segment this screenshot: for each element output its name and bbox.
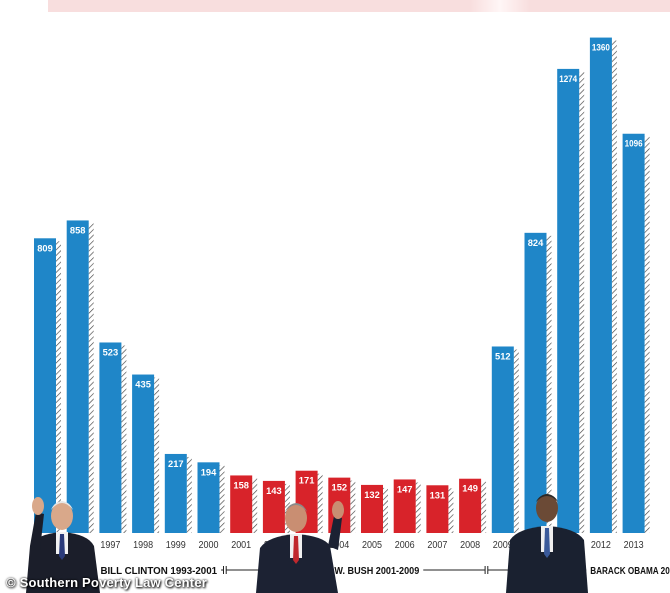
year-label-2008: 2008	[460, 540, 480, 551]
value-label-2006: 147	[397, 484, 413, 495]
bar-2005	[361, 484, 383, 533]
year-label-1997: 1997	[100, 540, 120, 551]
year-label-2001: 2001	[231, 540, 251, 551]
bar-1995	[34, 238, 56, 534]
bar-shadow-1997	[121, 345, 127, 533]
bar-2012	[589, 37, 612, 533]
bar-shadow-2012	[611, 40, 617, 533]
value-label-2000: 194	[201, 467, 217, 478]
bar-2013	[622, 133, 645, 533]
george-w-bush-photo	[256, 501, 344, 593]
year-label-1998: 1998	[133, 540, 153, 551]
value-label-2004: 152	[332, 483, 348, 494]
value-label-1995: 809	[37, 243, 53, 254]
bar-shadow-1998	[154, 377, 160, 533]
bar-shadow-1996	[88, 223, 94, 533]
bar-1998	[132, 374, 155, 533]
bar-shadow-2010	[546, 235, 552, 534]
top-banner-strip	[48, 0, 670, 12]
bill-clinton-photo	[26, 497, 100, 593]
value-label-1996: 858	[70, 225, 86, 236]
bar-shadow-2008	[481, 481, 487, 533]
value-label-2013: 1096	[625, 139, 643, 150]
bar-2002	[262, 480, 285, 533]
year-label-2012: 2012	[591, 540, 611, 551]
year-label-2004: 2004	[329, 540, 349, 551]
bar-shadow-1999	[186, 456, 192, 533]
value-label-2012: 1360	[592, 43, 610, 54]
bar-2011	[557, 68, 580, 534]
bar-shadow-2013	[644, 136, 650, 533]
year-label-1999: 1999	[166, 540, 186, 551]
era-label-bg-2	[586, 562, 670, 576]
year-label-2013: 2013	[624, 540, 644, 551]
bar-shadow-1995	[56, 241, 61, 534]
year-label-2009: 2009	[493, 540, 513, 551]
copyright-credit: © Southern Poverty Law Center	[6, 575, 208, 590]
bar-2007	[426, 485, 449, 533]
value-label-1998: 435	[135, 380, 151, 391]
year-label-2007: 2007	[427, 540, 447, 551]
bar-1996	[66, 220, 89, 533]
bar-2009	[491, 346, 514, 533]
year-label-2006: 2006	[395, 540, 415, 551]
value-label-2011: 1274	[559, 74, 578, 85]
value-label-2005: 132	[364, 490, 380, 501]
bar-1997	[99, 342, 122, 533]
value-label-2008: 149	[462, 484, 478, 495]
value-label-2007: 131	[430, 490, 446, 501]
era-label-0: BILL CLINTON 1993-2001	[100, 565, 217, 577]
bar-shadow-2007	[448, 488, 454, 533]
bar-shadow-2004	[350, 480, 356, 533]
bar-shadow-2000	[219, 465, 225, 533]
value-label-1997: 523	[103, 347, 119, 358]
value-label-2001: 158	[233, 480, 249, 491]
bar-2006	[393, 479, 416, 533]
year-label-2005: 2005	[362, 540, 382, 551]
bar-shadow-2006	[415, 482, 421, 533]
value-label-2002: 143	[266, 486, 282, 497]
bar-2008	[459, 478, 482, 533]
value-label-2010: 824	[528, 238, 544, 249]
bar-shadow-2005	[383, 487, 388, 533]
value-label-1999: 217	[168, 459, 184, 470]
bar-2010	[524, 232, 547, 534]
value-label-2003: 171	[299, 476, 315, 487]
era-label-2: BARACK OBAMA 20	[590, 565, 670, 577]
bar-1999	[164, 453, 187, 533]
bar-shadow-2011	[579, 71, 585, 534]
bar-shadow-2001	[252, 478, 258, 533]
era-label-bg-0	[96, 562, 222, 576]
value-label-2009: 512	[495, 351, 511, 362]
bar-2000	[197, 462, 220, 533]
bar-shadow-2009	[513, 349, 519, 533]
bar-2001	[230, 475, 253, 533]
barack-obama-photo	[506, 494, 588, 593]
bar-shadow-2003	[317, 473, 323, 533]
year-label-2000: 2000	[199, 540, 219, 551]
